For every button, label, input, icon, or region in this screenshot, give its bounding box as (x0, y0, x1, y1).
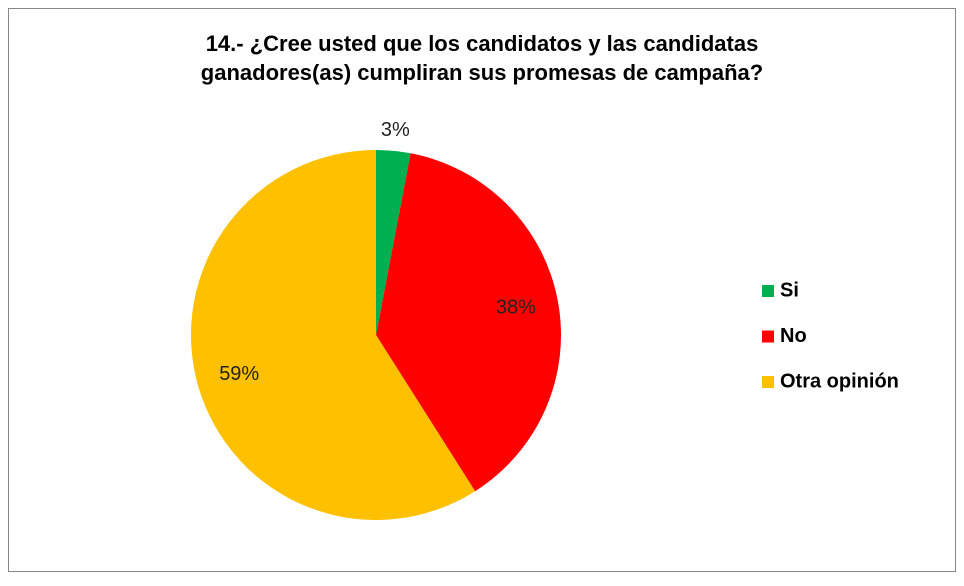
chart-title: ganadores(as) cumpliran sus promesas de … (201, 60, 763, 85)
data-label: 59% (219, 363, 259, 385)
legend-label: No (780, 325, 807, 347)
legend-swatch (762, 330, 774, 343)
legend-swatch (762, 285, 774, 297)
pie-slice (376, 153, 561, 492)
data-label: 38% (496, 297, 536, 319)
legend-label: Si (780, 279, 799, 301)
legend-label: Otra opinión (780, 370, 899, 392)
chart-title: 14.- ¿Cree usted que los candidatos y la… (206, 31, 759, 56)
pie-slice (376, 150, 411, 335)
data-label: 3% (381, 119, 410, 141)
pie-slice (191, 150, 476, 520)
legend-swatch (762, 376, 774, 388)
